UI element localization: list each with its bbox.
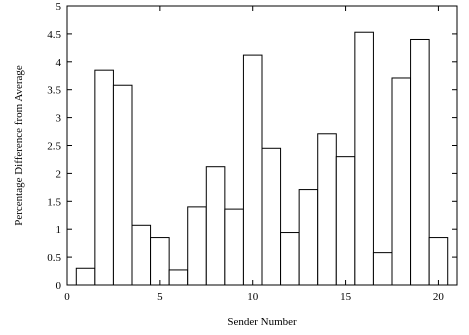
bar-sender-7 xyxy=(187,206,207,286)
x-tick-label: 20 xyxy=(433,291,445,303)
x-tick-label: 5 xyxy=(157,291,163,303)
bar-sender-20 xyxy=(428,237,449,286)
bar-sender-10 xyxy=(242,54,263,286)
bar-sender-6 xyxy=(168,269,189,286)
bar-sender-2 xyxy=(94,69,114,286)
y-tick-label: 5 xyxy=(56,1,62,13)
y-tick-label: 4.5 xyxy=(47,29,61,41)
y-tick-label: 2 xyxy=(56,168,62,180)
bar-sender-16 xyxy=(354,31,374,286)
bar-sender-18 xyxy=(391,77,412,286)
y-tick-label: 4 xyxy=(56,57,62,69)
bar-sender-14 xyxy=(317,133,337,286)
bar-sender-11 xyxy=(261,147,282,286)
y-tick-label: 3.5 xyxy=(47,85,61,97)
x-tick-label: 15 xyxy=(340,291,352,303)
bar-sender-9 xyxy=(224,208,244,286)
bar-sender-5 xyxy=(150,237,170,286)
bar-sender-1 xyxy=(75,267,96,286)
y-tick-label: 0.5 xyxy=(47,252,61,264)
bar-sender-4 xyxy=(131,224,152,286)
bars-group xyxy=(75,31,449,286)
x-tick-label: 10 xyxy=(247,291,259,303)
y-tick-label: 1 xyxy=(56,224,62,236)
x-tick-label: 0 xyxy=(64,291,70,303)
bar-sender-15 xyxy=(335,156,356,286)
y-tick-label: 1.5 xyxy=(47,196,61,208)
bar-sender-8 xyxy=(205,166,226,286)
y-axis: 0 0.5 1 1.5 2 2.5 3 3.5 4 4.5 5 xyxy=(47,1,457,292)
bar-sender-19 xyxy=(410,38,430,286)
y-tick-label: 3 xyxy=(56,113,62,125)
x-axis-label: Sender Number xyxy=(227,316,297,328)
bar-sender-17 xyxy=(372,252,393,286)
bar-sender-13 xyxy=(298,189,319,286)
y-tick-label: 0 xyxy=(56,280,62,292)
x-axis: 0 5 10 15 20 xyxy=(64,6,444,303)
bar-sender-3 xyxy=(112,84,133,286)
y-axis-label: Percentage Difference from Average xyxy=(13,65,25,226)
bar-sender-12 xyxy=(280,232,300,286)
y-tick-label: 2.5 xyxy=(47,141,61,153)
